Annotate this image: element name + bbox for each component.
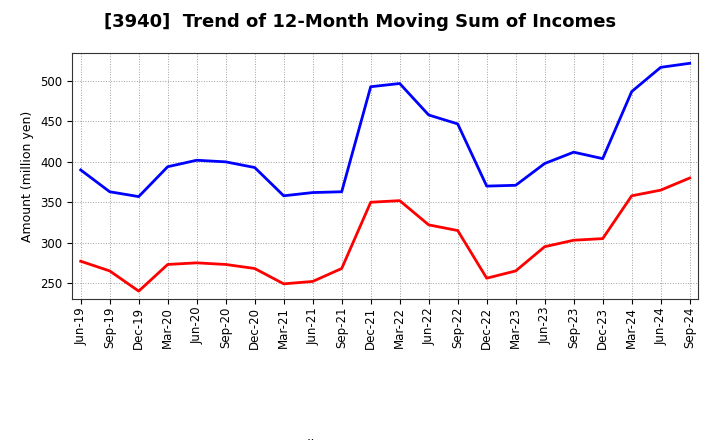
Ordinary Income: [279, 193, 288, 198]
Ordinary Income: [685, 61, 694, 66]
Net Income: [657, 187, 665, 193]
Net Income: [541, 244, 549, 249]
Ordinary Income: [221, 159, 230, 165]
Ordinary Income: [598, 156, 607, 161]
Net Income: [366, 200, 375, 205]
Line: Ordinary Income: Ordinary Income: [81, 63, 690, 197]
Net Income: [685, 176, 694, 181]
Ordinary Income: [135, 194, 143, 199]
Net Income: [598, 236, 607, 241]
Ordinary Income: [163, 164, 172, 169]
Ordinary Income: [192, 158, 201, 163]
Ordinary Income: [76, 167, 85, 172]
Net Income: [570, 238, 578, 243]
Net Income: [424, 222, 433, 227]
Net Income: [395, 198, 404, 203]
Net Income: [308, 279, 317, 284]
Net Income: [482, 275, 491, 281]
Net Income: [627, 193, 636, 198]
Net Income: [454, 228, 462, 233]
Ordinary Income: [570, 150, 578, 155]
Ordinary Income: [366, 84, 375, 89]
Net Income: [105, 268, 114, 274]
Net Income: [279, 281, 288, 286]
Text: [3940]  Trend of 12-Month Moving Sum of Incomes: [3940] Trend of 12-Month Moving Sum of I…: [104, 13, 616, 31]
Ordinary Income: [541, 161, 549, 166]
Ordinary Income: [482, 183, 491, 189]
Ordinary Income: [338, 189, 346, 194]
Net Income: [163, 262, 172, 267]
Net Income: [221, 262, 230, 267]
Ordinary Income: [627, 89, 636, 94]
Ordinary Income: [454, 121, 462, 127]
Net Income: [192, 260, 201, 265]
Net Income: [511, 268, 520, 274]
Ordinary Income: [251, 165, 259, 170]
Legend: Ordinary Income, Net Income: Ordinary Income, Net Income: [241, 433, 529, 440]
Ordinary Income: [511, 183, 520, 188]
Net Income: [251, 266, 259, 271]
Ordinary Income: [657, 65, 665, 70]
Net Income: [135, 289, 143, 294]
Line: Net Income: Net Income: [81, 178, 690, 291]
Ordinary Income: [424, 112, 433, 117]
Net Income: [76, 259, 85, 264]
Ordinary Income: [308, 190, 317, 195]
Net Income: [338, 266, 346, 271]
Ordinary Income: [105, 189, 114, 194]
Y-axis label: Amount (million yen): Amount (million yen): [22, 110, 35, 242]
Ordinary Income: [395, 81, 404, 86]
